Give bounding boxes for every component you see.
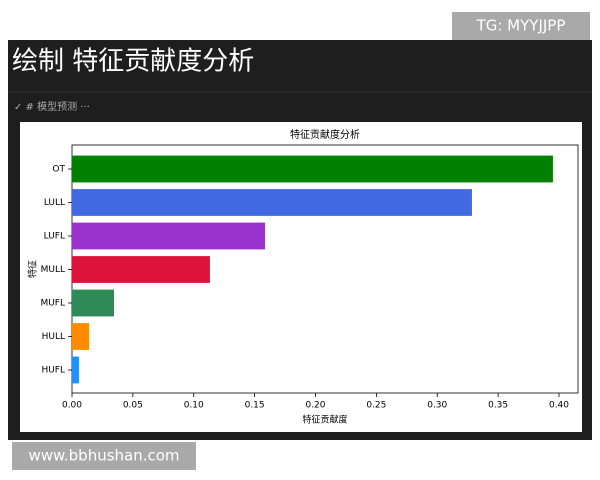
y-tick-label: LULL (44, 198, 65, 208)
x-tick-label: 0.05 (123, 401, 143, 411)
x-tick-label: 0.30 (427, 401, 447, 411)
x-tick-label: 0.40 (549, 401, 569, 411)
x-tick-label: 0.35 (488, 401, 508, 411)
watermark-box (452, 12, 590, 40)
toolbar[interactable]: ✓ # 模型预测 ··· (14, 100, 90, 113)
x-tick-label: 0.10 (184, 401, 204, 411)
y-tick-label: LUFL (44, 232, 65, 242)
bar (72, 323, 90, 350)
watermark-bottom: www.bbhushan.com (28, 447, 179, 465)
y-axis-label: 特征 (27, 260, 39, 278)
x-tick-label: 0.20 (305, 401, 325, 411)
x-axis-label: 特征贡献度 (302, 414, 347, 426)
watermark-box (12, 442, 196, 470)
y-tick-label: MULL (41, 265, 65, 275)
bar (72, 155, 553, 183)
bar (72, 256, 210, 283)
watermark-top: TG: MYYJJPP (476, 17, 566, 35)
bar (72, 222, 265, 250)
y-tick-label: MUFL (40, 299, 65, 309)
y-tick-label: HUFL (41, 366, 65, 376)
chart-title: 特征贡献度分析 (290, 128, 360, 141)
page-title: 绘制 特征贡献度分析 (12, 47, 254, 77)
x-tick-label: 0.25 (366, 401, 386, 411)
bar (72, 356, 79, 384)
bar (72, 289, 115, 317)
x-tick-label: 0.15 (245, 401, 265, 411)
y-tick-label: HULL (42, 332, 65, 342)
bar (72, 189, 472, 216)
x-tick-label: 0.00 (62, 401, 82, 411)
y-tick-label: OT (52, 165, 65, 175)
